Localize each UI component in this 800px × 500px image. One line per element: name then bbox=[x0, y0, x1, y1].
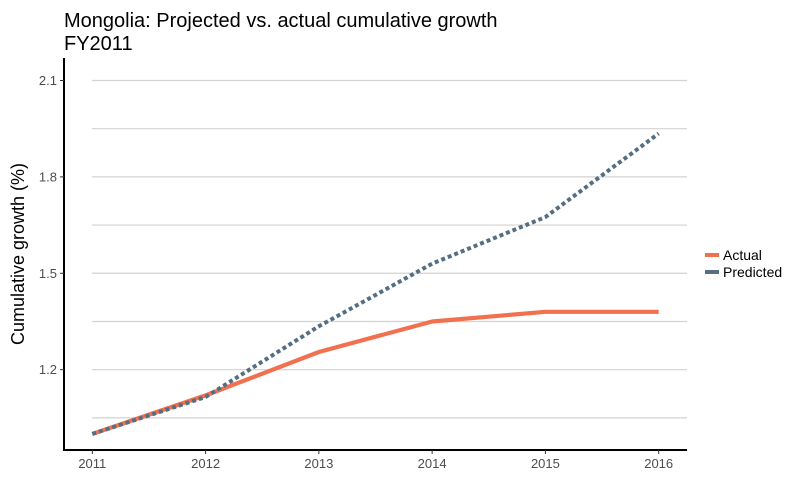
y-axis-ticks: 1.2 1.5 1.8 2.1 bbox=[39, 73, 64, 377]
y-axis-title: Cumulative growth (%) bbox=[8, 163, 28, 345]
x-tick-label: 2013 bbox=[304, 456, 333, 471]
x-axis-ticks: 2011 2012 2013 2014 2015 2016 bbox=[78, 450, 673, 471]
series-line-actual bbox=[91, 309, 659, 436]
x-tick-label: 2014 bbox=[418, 456, 447, 471]
y-tick-label: 2.1 bbox=[39, 73, 57, 88]
grid-lines bbox=[92, 79, 687, 419]
y-tick-label: 1.8 bbox=[39, 169, 57, 184]
x-tick-label: 2012 bbox=[191, 456, 220, 471]
x-tick-label: 2015 bbox=[531, 456, 560, 471]
chart-subtitle: FY2011 bbox=[64, 33, 133, 55]
y-tick-label: 1.2 bbox=[39, 362, 57, 377]
legend-label-actual: Actual bbox=[723, 247, 762, 263]
y-tick-label: 1.5 bbox=[39, 266, 57, 281]
series-lines bbox=[91, 131, 660, 436]
legend-label-predicted: Predicted bbox=[723, 264, 782, 280]
series-line-predicted bbox=[91, 131, 660, 436]
x-tick-label: 2016 bbox=[644, 456, 673, 471]
x-tick-label: 2011 bbox=[78, 456, 106, 471]
chart-title: Mongolia: Projected vs. actual cumulativ… bbox=[64, 10, 498, 32]
